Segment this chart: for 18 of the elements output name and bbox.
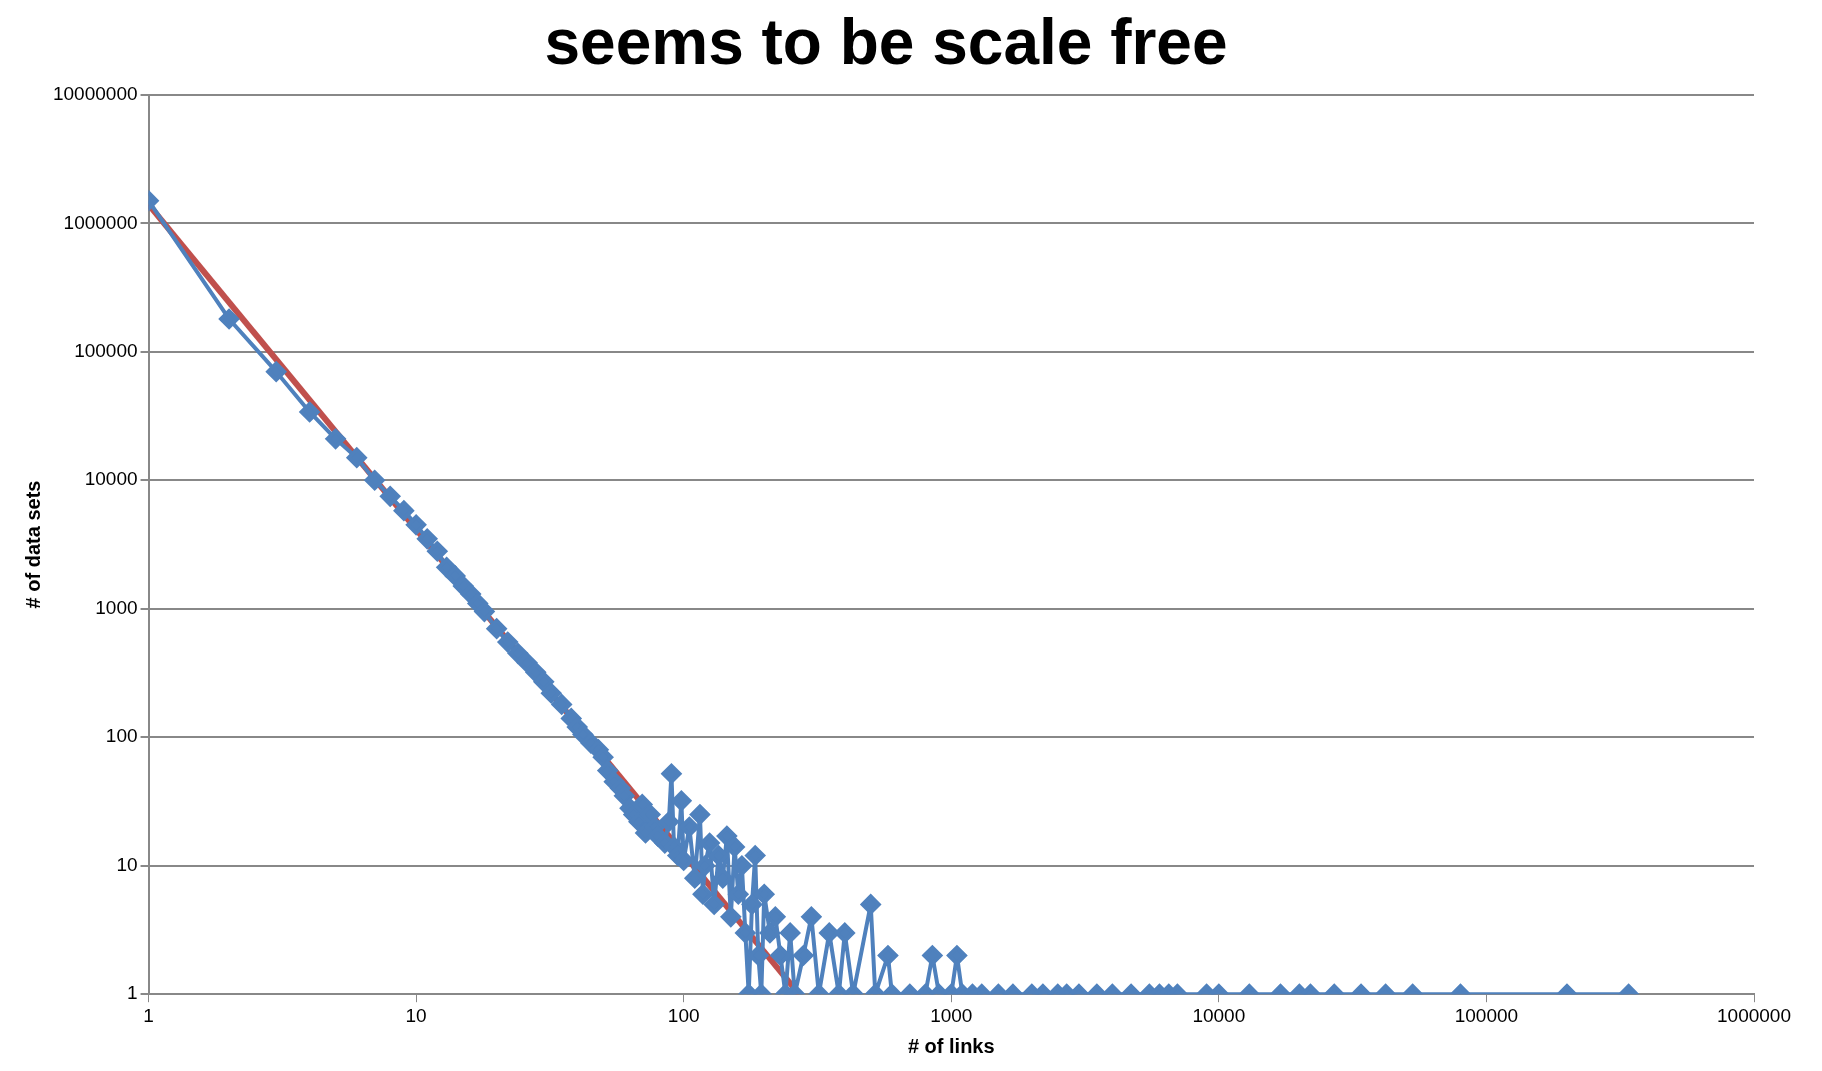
y-tick-label: 100000 bbox=[74, 340, 138, 362]
x-tick-label: 10000 bbox=[1192, 1004, 1246, 1026]
x-tick-label: 100000 bbox=[1454, 1004, 1519, 1026]
y-tick-label: 10 bbox=[116, 853, 138, 875]
x-tick-label: 10 bbox=[405, 1004, 427, 1026]
y-tick-label: 10000000 bbox=[52, 83, 138, 105]
x-axis-title: # of links bbox=[907, 1034, 995, 1057]
y-tick-label: 100 bbox=[105, 725, 138, 747]
y-tick-label: 1 bbox=[126, 982, 138, 1004]
chart-title: seems to be scale free bbox=[544, 6, 1228, 79]
y-tick-label: 10000 bbox=[84, 468, 138, 490]
x-tick-label: 1000000 bbox=[1717, 1004, 1791, 1026]
x-tick-label: 1000 bbox=[930, 1004, 973, 1026]
y-axis-title: # of data sets bbox=[21, 480, 44, 609]
x-tick-label: 1 bbox=[143, 1004, 154, 1026]
y-tick-label: 1000000 bbox=[63, 211, 138, 233]
y-tick-label: 1000 bbox=[95, 596, 138, 618]
x-tick-label: 100 bbox=[667, 1004, 700, 1026]
